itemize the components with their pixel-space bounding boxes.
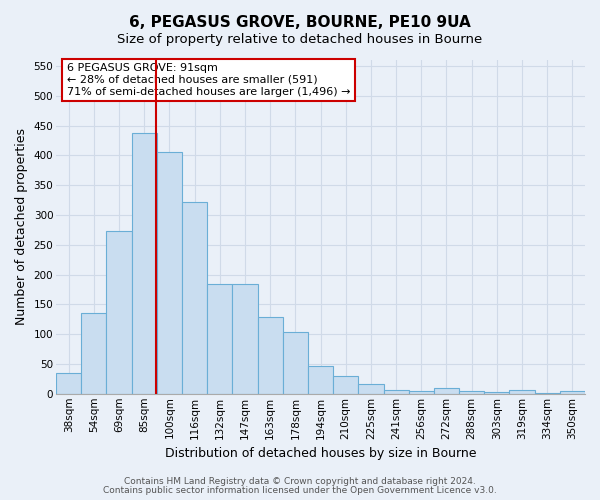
Text: Contains HM Land Registry data © Crown copyright and database right 2024.: Contains HM Land Registry data © Crown c… xyxy=(124,477,476,486)
Bar xyxy=(358,384,383,394)
Text: 6 PEGASUS GROVE: 91sqm
← 28% of detached houses are smaller (591)
71% of semi-de: 6 PEGASUS GROVE: 91sqm ← 28% of detached… xyxy=(67,64,350,96)
Bar xyxy=(232,284,257,394)
Bar xyxy=(283,332,308,394)
Bar xyxy=(560,391,585,394)
Text: 6, PEGASUS GROVE, BOURNE, PE10 9UA: 6, PEGASUS GROVE, BOURNE, PE10 9UA xyxy=(129,15,471,30)
X-axis label: Distribution of detached houses by size in Bourne: Distribution of detached houses by size … xyxy=(165,447,476,460)
Bar xyxy=(459,392,484,394)
Bar xyxy=(535,392,560,394)
Bar xyxy=(383,390,409,394)
Bar xyxy=(81,314,106,394)
Bar xyxy=(509,390,535,394)
Bar xyxy=(257,318,283,394)
Bar xyxy=(56,373,81,394)
Bar xyxy=(308,366,333,394)
Text: Contains public sector information licensed under the Open Government Licence v3: Contains public sector information licen… xyxy=(103,486,497,495)
Bar xyxy=(484,392,509,394)
Bar xyxy=(182,202,207,394)
Bar xyxy=(106,231,131,394)
Y-axis label: Number of detached properties: Number of detached properties xyxy=(15,128,28,326)
Bar xyxy=(157,152,182,394)
Bar xyxy=(333,376,358,394)
Bar xyxy=(131,134,157,394)
Bar xyxy=(207,284,232,394)
Text: Size of property relative to detached houses in Bourne: Size of property relative to detached ho… xyxy=(118,32,482,46)
Bar xyxy=(434,388,459,394)
Bar xyxy=(409,391,434,394)
